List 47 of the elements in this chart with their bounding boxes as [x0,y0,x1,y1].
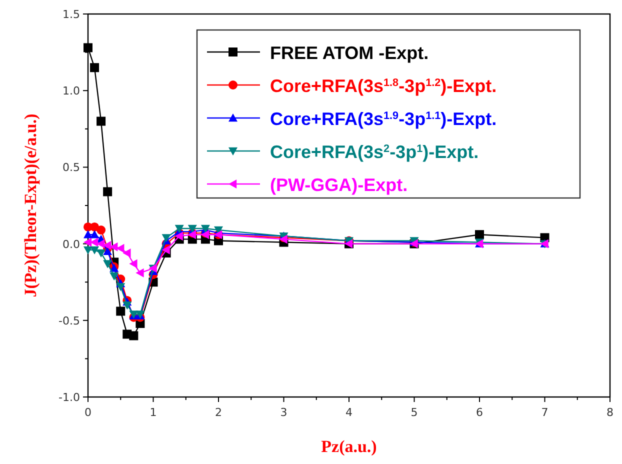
point [103,260,112,268]
legend-label: (PW-GGA)-Expt. [270,175,408,195]
legend-label: FREE ATOM -Expt. [270,43,429,63]
point [103,246,112,256]
x-tick-label: 7 [541,406,548,419]
point [84,238,92,247]
y-tick-label: 1.0 [62,84,80,98]
legend-label: Core+RFA(3s$^{1.9}$-3p$^{1.1}$)-Expt. [270,109,497,129]
point [90,230,100,238]
point [90,63,100,72]
point [129,259,138,268]
point [84,43,92,52]
point [122,248,131,258]
point [96,226,106,235]
x-tick-label: 5 [410,406,418,419]
point [90,246,100,254]
point [174,224,184,233]
point [96,116,106,126]
x-tick-label: 2 [215,406,222,419]
x-tick-label: 3 [280,406,288,419]
x-tick-label: 0 [84,406,92,419]
point [174,232,183,241]
point [116,306,126,316]
x-tick-label: 8 [606,406,614,419]
point [116,283,126,292]
point [475,230,484,240]
legend-label: Core+RFA(3s$^{1.8}$-3p$^{1.2}$)-Expt. [270,76,497,96]
point [122,301,132,310]
x-tick-label: 6 [476,406,483,419]
y-tick-label: 0.0 [62,238,80,251]
y-tick-label: 0.5 [62,161,80,174]
point [188,224,197,233]
y-axis-title: J(Pz)(Theor-Expt)(e/a.u.) [21,114,40,298]
y-tick-label: -1.0 [58,391,80,404]
point [103,187,112,196]
x-tick-label: 4 [346,406,352,419]
legend-label: Core+RFA(3s$^{2}$-3p$^{1}$)-Expt. [270,142,479,162]
x-tick-label: 1 [150,406,157,419]
point [136,268,144,278]
point [84,246,92,254]
point [96,249,106,258]
y-tick-label: 1.5 [62,8,80,21]
point [129,331,138,340]
x-axis-title: Pz(a.u.) [321,437,377,456]
y-tick-label: -0.5 [58,314,80,328]
point [110,272,119,280]
point [162,245,170,254]
